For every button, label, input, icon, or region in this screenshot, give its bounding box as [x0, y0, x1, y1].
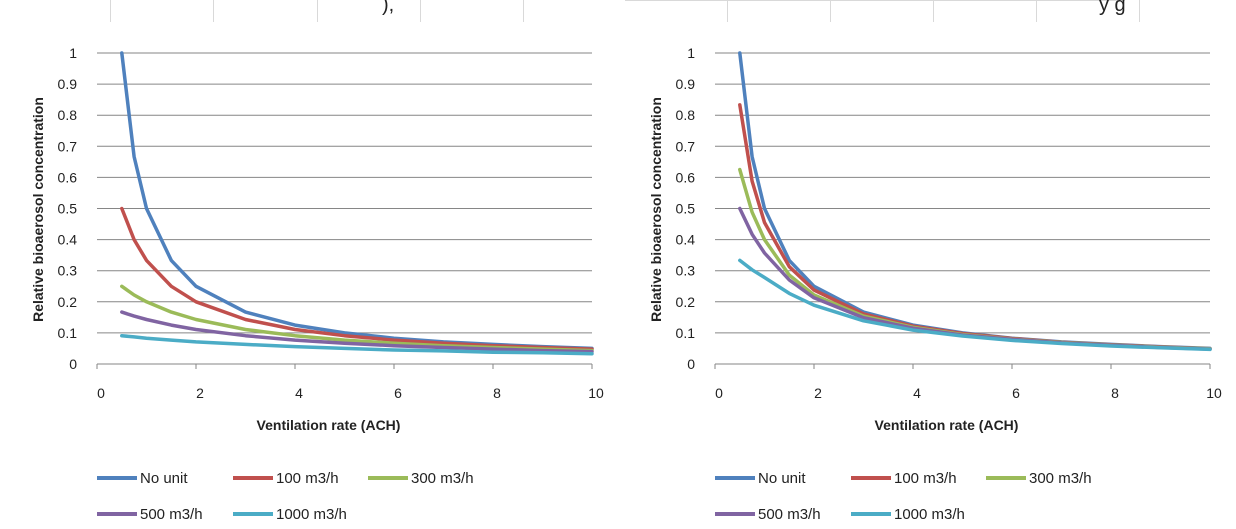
x-tick-label: 6	[1012, 385, 1020, 401]
column-divider	[1036, 0, 1037, 22]
legend-label: 300 m3/h	[1029, 470, 1092, 487]
column-divider	[727, 0, 728, 22]
y-axis-title: Relative bioaerosol concentration	[30, 97, 46, 322]
series-line-4	[120, 310, 594, 354]
x-axis-title: Ventilation rate (ACH)	[875, 417, 1019, 433]
y-tick-label: 0.2	[676, 294, 696, 310]
legend-label: 100 m3/h	[894, 470, 957, 487]
column-divider	[420, 0, 421, 22]
spreadsheet-column-strip: ), y g	[0, 0, 1236, 34]
y-tick-label: 0.5	[58, 201, 78, 217]
y-tick-label: 0.1	[58, 325, 78, 341]
left-chart: 00.10.20.30.40.50.60.70.80.910 2 4 6 8 10Vent…	[30, 45, 604, 523]
x-axis-title: Ventilation rate (ACH)	[257, 417, 401, 433]
y-tick-label: 0.3	[676, 263, 696, 279]
column-divider	[213, 0, 214, 22]
y-tick-label: 0.8	[676, 107, 696, 123]
series-line-5	[738, 258, 1212, 352]
x-tick-label: 2	[814, 385, 822, 401]
y-tick-label: 0.6	[676, 169, 696, 185]
legend-label: 500 m3/h	[758, 506, 821, 523]
series-line-4	[738, 206, 1212, 351]
y-tick-label: 0.5	[676, 201, 696, 217]
y-tick-label: 0.4	[676, 232, 696, 248]
x-tick-label: 6	[394, 385, 402, 401]
column-divider	[933, 0, 934, 22]
legend-label: 1000 m3/h	[276, 506, 347, 523]
y-tick-label: 0	[687, 356, 695, 372]
legend-label: 1000 m3/h	[894, 506, 965, 523]
legend-label: 100 m3/h	[276, 470, 339, 487]
y-tick-label: 1	[687, 45, 695, 61]
series-line-3	[738, 167, 1212, 351]
x-tick-label: 0	[97, 385, 105, 401]
column-divider	[317, 0, 318, 22]
y-tick-label: 0.8	[58, 107, 78, 123]
x-tick-label: 8	[1111, 385, 1119, 401]
y-tick-label: 0.9	[58, 76, 78, 92]
y-axis-title: Relative bioaerosol concentration	[648, 97, 664, 322]
column-divider	[1139, 0, 1140, 22]
y-tick-label: 0.6	[58, 169, 78, 185]
series-line-2	[120, 206, 594, 351]
column-divider	[523, 0, 524, 22]
clipped-text-right: y g	[1099, 0, 1126, 16]
series-line-5	[120, 333, 594, 356]
y-tick-label: 0.3	[58, 263, 78, 279]
series-line-1	[120, 51, 594, 351]
y-tick-label: 1	[69, 45, 77, 61]
x-tick-label: 0	[715, 385, 723, 401]
legend-label: No unit	[140, 470, 188, 487]
x-tick-label: 2	[196, 385, 204, 401]
legend-label: 300 m3/h	[411, 470, 474, 487]
legend-label: No unit	[758, 470, 806, 487]
x-tick-label: 8	[493, 385, 501, 401]
y-tick-label: 0	[69, 356, 77, 372]
column-divider	[830, 0, 831, 22]
column-border	[625, 0, 1125, 1]
right-chart: 00.10.20.30.40.50.60.70.80.910 2 4 6 8 10Vent…	[648, 45, 1222, 523]
x-tick-label: 10	[1206, 385, 1222, 401]
clipped-text-left: ),	[382, 0, 395, 16]
y-tick-label: 0.2	[58, 294, 78, 310]
y-tick-label: 0.4	[58, 232, 78, 248]
x-tick-label: 10	[588, 385, 604, 401]
legend-label: 500 m3/h	[140, 506, 203, 523]
y-tick-label: 0.9	[676, 76, 696, 92]
x-tick-label: 4	[913, 385, 921, 401]
series-line-2	[738, 103, 1212, 351]
x-tick-label: 4	[295, 385, 303, 401]
column-divider	[110, 0, 111, 22]
y-tick-label: 0.7	[58, 138, 78, 154]
y-tick-label: 0.7	[676, 138, 696, 154]
y-tick-label: 0.1	[676, 325, 696, 341]
